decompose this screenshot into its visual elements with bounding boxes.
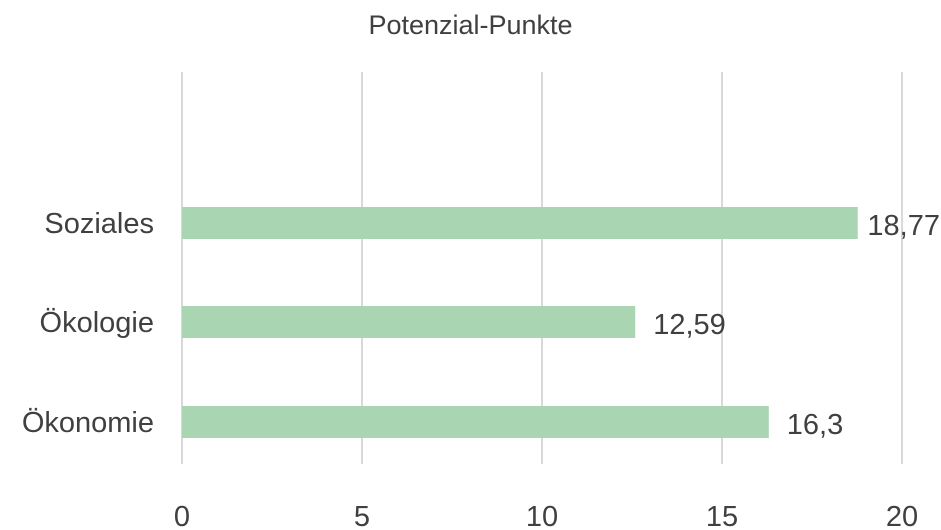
data-label-1: 12,59 — [653, 309, 726, 341]
x-tick-label-2: 10 — [526, 501, 558, 530]
x-tick-label-3: 15 — [706, 501, 738, 530]
category-label-2: Ökonomie — [22, 407, 154, 439]
data-label-2: 16,3 — [787, 409, 843, 441]
category-label-0: Soziales — [44, 208, 154, 240]
data-label-0: 18,77 — [867, 210, 940, 242]
bar-2 — [182, 406, 769, 438]
bar-1 — [182, 306, 636, 338]
x-tick-label-4: 20 — [886, 501, 918, 530]
chart-title: Potenzial-Punkte — [368, 10, 573, 40]
bar-0 — [182, 207, 858, 239]
x-tick-label-1: 5 — [354, 501, 370, 530]
category-label-1: Ökologie — [40, 307, 154, 339]
x-tick-label-0: 0 — [174, 501, 190, 530]
